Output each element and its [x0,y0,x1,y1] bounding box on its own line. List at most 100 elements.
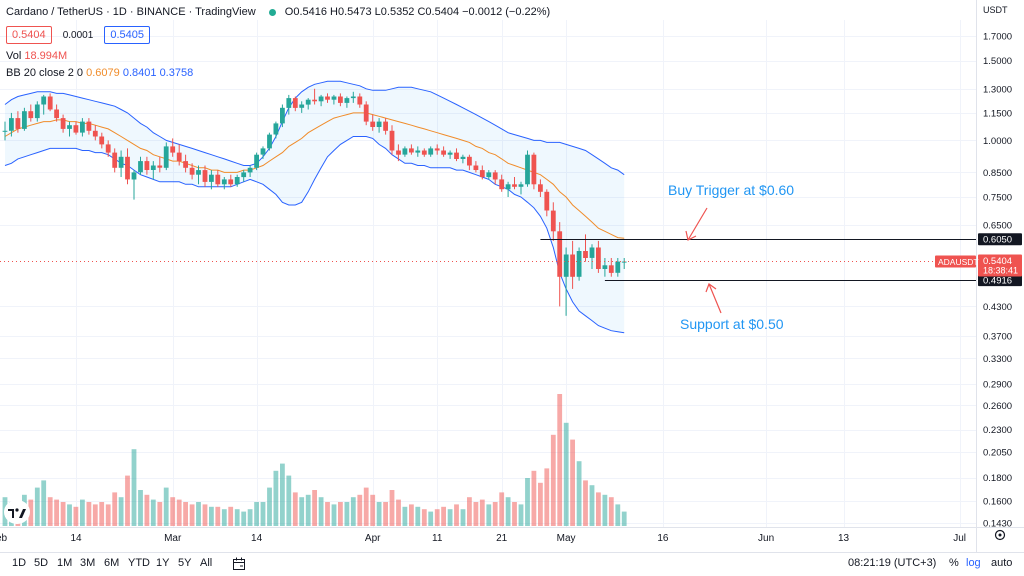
market-status-icon [268,8,276,16]
candle-body [292,98,298,108]
candle-body [99,136,105,145]
candle-body [608,265,614,273]
candle-body [441,150,446,155]
log-toggle[interactable]: log [966,557,981,569]
volume-bar [54,499,59,526]
volume-label: Vol [6,50,22,62]
candle-body [280,107,285,124]
volume-bar [176,499,182,526]
candle-body [512,184,517,187]
volume-bar [125,475,130,526]
candle-body [163,146,169,168]
candle-body [305,99,311,105]
price-tick-label: 1.0000 [983,136,1012,147]
clock-readout[interactable]: 08:21:19 (UTC+3) [848,557,937,569]
volume-bar [570,439,575,526]
price-tick-label: 0.1800 [983,473,1012,484]
volume-bar [267,487,272,526]
volume-bar [170,497,176,526]
candle-body [221,179,227,185]
volume-bar [499,492,505,526]
candle-body [312,99,317,102]
timeframe-1y[interactable]: 1Y [156,557,170,569]
time-tick-label: 13 [838,533,850,544]
candle-body [396,150,401,155]
symbol-title[interactable]: Cardano / TetherUS · 1D · BINANCE · Trad… [6,6,256,18]
volume-bar [150,499,156,526]
candle-body [486,172,492,178]
volume-bar [415,506,421,526]
percent-toggle[interactable]: % [949,557,959,569]
date-range-icon[interactable] [232,557,246,571]
buy-button[interactable]: 0.5405 [104,26,151,44]
auto-toggle[interactable]: auto [991,557,1013,569]
candle-body [550,210,556,232]
candle-body [209,174,214,182]
bb-legend[interactable]: BB 20 close 2 0 0.6079 0.8401 0.3758 [6,67,193,79]
candle-body [434,148,440,151]
volume-bar [576,461,582,526]
volume-legend[interactable]: Vol 18.994M [6,50,67,62]
candle-body [376,121,382,127]
volume-bar [621,511,627,526]
volume-bar [563,422,569,526]
volume-bar [363,487,369,526]
volume-bar [428,511,434,526]
candle-body [260,148,266,155]
volume-bar [305,494,311,526]
volume-bar [228,506,234,526]
volume-bar [389,490,395,526]
bb-upper-value: 0.8401 [122,67,157,79]
candle-body [473,165,479,170]
candle-body [350,96,356,99]
volume-bar [550,434,556,526]
timeframe-1d[interactable]: 1D [12,557,27,569]
candle-body [421,150,427,155]
last-price-tag-bg [978,254,1022,277]
candle-body [499,179,505,190]
timeframe-ytd[interactable]: YTD [128,557,150,569]
price-tick-label: 1.3000 [983,84,1012,95]
price-tick-label: 0.4300 [983,302,1012,313]
volume-bar [80,499,85,526]
settings-gear-icon [994,529,1006,541]
price-axis[interactable]: USDT 1.7000 1.5000 1.3000 1.1500 1.0000 0.8500… [0,0,1024,553]
symbol-tag: ADAUSDT [938,257,979,267]
volume-bar [460,509,466,526]
candle-body [370,121,376,127]
volume-bar [344,502,350,526]
candle-body [454,152,459,159]
volume-bar [34,487,40,526]
candle-body [176,152,182,162]
time-axis[interactable]: Feb14Mar14Apr1121May16Jun13Jul112 [0,529,1024,545]
sell-button[interactable]: 0.5404 [6,26,52,44]
volume-bar [350,497,356,526]
volume-bar [525,478,530,526]
bb-label: BB 20 close 2 0 [6,67,84,79]
candle-body [596,247,601,269]
annotation-arrows [685,207,722,314]
timeframe-1m[interactable]: 1M [57,557,73,569]
timeframe-all[interactable]: All [200,557,213,569]
volume-bar [467,497,472,526]
timeframe-3m[interactable]: 3M [80,557,96,569]
candle-body [125,156,130,180]
candle-body [338,96,343,103]
timeframe-5d[interactable]: 5D [34,557,49,569]
volume-bar [608,497,614,526]
candle-body [86,121,92,131]
time-tick-label: 14 [70,533,82,544]
grid [0,20,976,527]
volume-bar [247,509,253,526]
price-tick-label: 0.3700 [983,332,1012,343]
volume-bar [241,511,247,526]
bottom-toolbar: 1D 5D 1M 3M 6M YTD 1Y 5Y All 08:21:19 (U… [0,552,1024,576]
candle-body [138,161,143,173]
volume-bar [447,509,453,526]
timeframe-6m[interactable]: 6M [104,557,120,569]
candle-body [60,118,66,129]
resistance-price-tag-bg [978,233,1022,246]
timeframe-5y[interactable]: 5Y [178,557,192,569]
